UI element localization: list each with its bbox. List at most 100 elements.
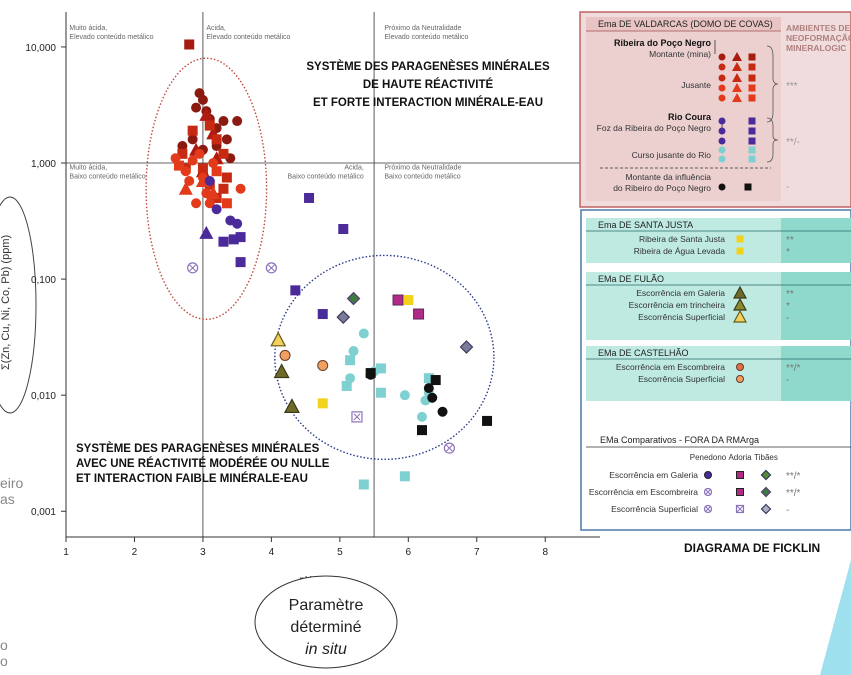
- comp-sym-1-1: [736, 488, 744, 496]
- data-point-11-0-x: [353, 413, 361, 421]
- plot-area: 1234567810,0001,0000,1000,0100,001pHMuit…: [25, 12, 600, 586]
- val-sym-s-1: [748, 63, 756, 71]
- data-point-22-1: [430, 375, 441, 386]
- panel-sym-sj-1: [736, 247, 744, 255]
- data-point-8-4: [290, 285, 301, 296]
- data-point-5-0: [178, 181, 193, 195]
- comp-sym-2-1-x: [736, 505, 744, 513]
- data-point-13-1: [459, 340, 474, 354]
- comp-sym-2-2: [760, 503, 772, 515]
- data-point-22-3: [482, 415, 493, 426]
- zone-label-5-1: Baixo conteúdo metálico: [384, 173, 460, 180]
- data-point-4-6: [235, 183, 246, 194]
- comp-sym-0-1: [736, 471, 744, 479]
- panel-rating-ca-1: -: [786, 375, 789, 386]
- data-point-14-0: [392, 294, 404, 306]
- data-point-20-4: [358, 479, 369, 490]
- data-point-22-0: [365, 368, 376, 379]
- data-point-8-2: [235, 232, 246, 243]
- data-point-8-0: [218, 236, 229, 247]
- panel-row-sj-0: Ribeira de Santa Justa: [639, 234, 725, 244]
- left-fragment-2: as: [0, 491, 15, 507]
- val-k1s: [744, 183, 752, 191]
- data-point-7-1: [211, 204, 222, 215]
- val-sym-s-2: [748, 74, 756, 82]
- panel-rating-sj-1: *: [786, 247, 790, 258]
- jusante-label: Jusante: [681, 80, 711, 90]
- data-point-19-0: [358, 328, 369, 339]
- panel-rating-ca-0: **/*: [786, 363, 801, 374]
- val-sym-t-2: [732, 73, 742, 82]
- data-point-3-1: [187, 125, 198, 136]
- x-tick-label-2: 3: [200, 547, 206, 558]
- val-sym-t-3: [732, 83, 742, 92]
- data-point-6-0: [173, 160, 184, 171]
- x-tick-label-0: 1: [63, 547, 69, 558]
- data-point-18-0: [279, 349, 291, 361]
- ficklin-caption: DIAGRAMA DE FICKLIN: [684, 541, 820, 555]
- panel-sym-fu-2: [732, 309, 748, 323]
- val-p3s: [748, 137, 756, 145]
- data-point-21-2: [427, 392, 438, 403]
- panel-inner-ca: [586, 346, 781, 401]
- y-tick-label-2: 0,100: [31, 275, 56, 286]
- val-c1s: [748, 146, 756, 154]
- data-point-10-2-x: [446, 444, 453, 452]
- panel-row-ca-1: Escorrência Superficial: [638, 374, 725, 384]
- data-point-4-2: [194, 148, 205, 159]
- comp-col-1: Adoria: [728, 453, 752, 462]
- panel-rating-fu-1: *: [786, 301, 790, 312]
- val-c2s: [748, 155, 756, 163]
- data-point-1-8: [232, 116, 243, 127]
- x-tick-label-5: 6: [406, 547, 412, 558]
- data-point-18-1: [317, 360, 329, 372]
- data-point-3-9: [221, 172, 232, 183]
- data-point-19-1: [348, 346, 359, 357]
- data-point-8-3: [235, 257, 246, 268]
- valdarcas-title: Ema DE VALDARCAS (DOMO DE COVAS): [598, 19, 773, 29]
- data-point-4-10: [208, 158, 219, 169]
- data-point-12-0: [346, 291, 361, 306]
- data-point-9-0: [199, 225, 214, 239]
- data-point-1-2: [191, 102, 202, 113]
- param-ellipse: [254, 575, 398, 669]
- ambientes-2: NEOFORMAÇÃO: [786, 33, 851, 43]
- val-p1s: [748, 117, 756, 125]
- influencia-1: Montante da influência: [625, 172, 711, 182]
- y-tick-label-1: 1,000: [31, 159, 56, 170]
- panel-row-fu-0: Escorrência em Galeria: [636, 288, 725, 298]
- panel-title-ca: EMa DE CASTELHÃO: [598, 348, 689, 358]
- data-point-21-1: [423, 383, 434, 394]
- param-line-1: Paramètre: [289, 597, 364, 614]
- val-sym-c-1: [718, 63, 726, 71]
- y-tick-label-4: 0,001: [31, 507, 56, 518]
- zone-label-4-1: Baixo conteúdo metálico: [288, 173, 364, 180]
- group-ellipse-0: [145, 57, 268, 321]
- annotation-low-1: AVEC UNE RÉACTIVITÉ MODÉRÉE OU NULLE: [76, 457, 330, 470]
- val-p2: [718, 127, 726, 135]
- data-point-1-12: [221, 134, 232, 145]
- data-point-19-2: [345, 373, 356, 384]
- rating-3: -: [786, 182, 789, 193]
- data-point-3-6: [197, 163, 208, 174]
- val-p3: [718, 137, 726, 145]
- comp-rating-2: -: [786, 505, 789, 516]
- data-point-3-0: [204, 120, 215, 131]
- zone-label-0-1: Elevado conteúdo metálico: [69, 34, 153, 41]
- data-point-4-1: [187, 155, 198, 166]
- data-point-5-2: [206, 186, 221, 200]
- panel-row-fu-2: Escorrência Superficial: [638, 312, 725, 322]
- data-point-20-0: [345, 355, 356, 366]
- curso-label: Curso jusante do Rio: [632, 150, 712, 160]
- comp-rating-0: **/*: [786, 471, 801, 482]
- val-sym-c-0: [718, 53, 726, 61]
- data-point-6-1: [211, 166, 222, 177]
- legend-valdarcas: Ema DE VALDARCAS (DOMO DE COVAS) AMBIENT…: [579, 11, 851, 208]
- panel-sym-sj-0: [736, 235, 744, 243]
- influencia-2: do Ribeiro do Poço Negro: [613, 183, 711, 193]
- data-point-21-3: [437, 406, 448, 417]
- annotation-high-2: ET FORTE INTERACTION MINÉRALE-EAU: [313, 96, 543, 109]
- data-point-20-6: [341, 380, 352, 391]
- zone-label-3-1: Baixo conteúdo metálico: [69, 173, 145, 180]
- foz-label: Foz da Ribeira do Poço Negro: [597, 123, 712, 133]
